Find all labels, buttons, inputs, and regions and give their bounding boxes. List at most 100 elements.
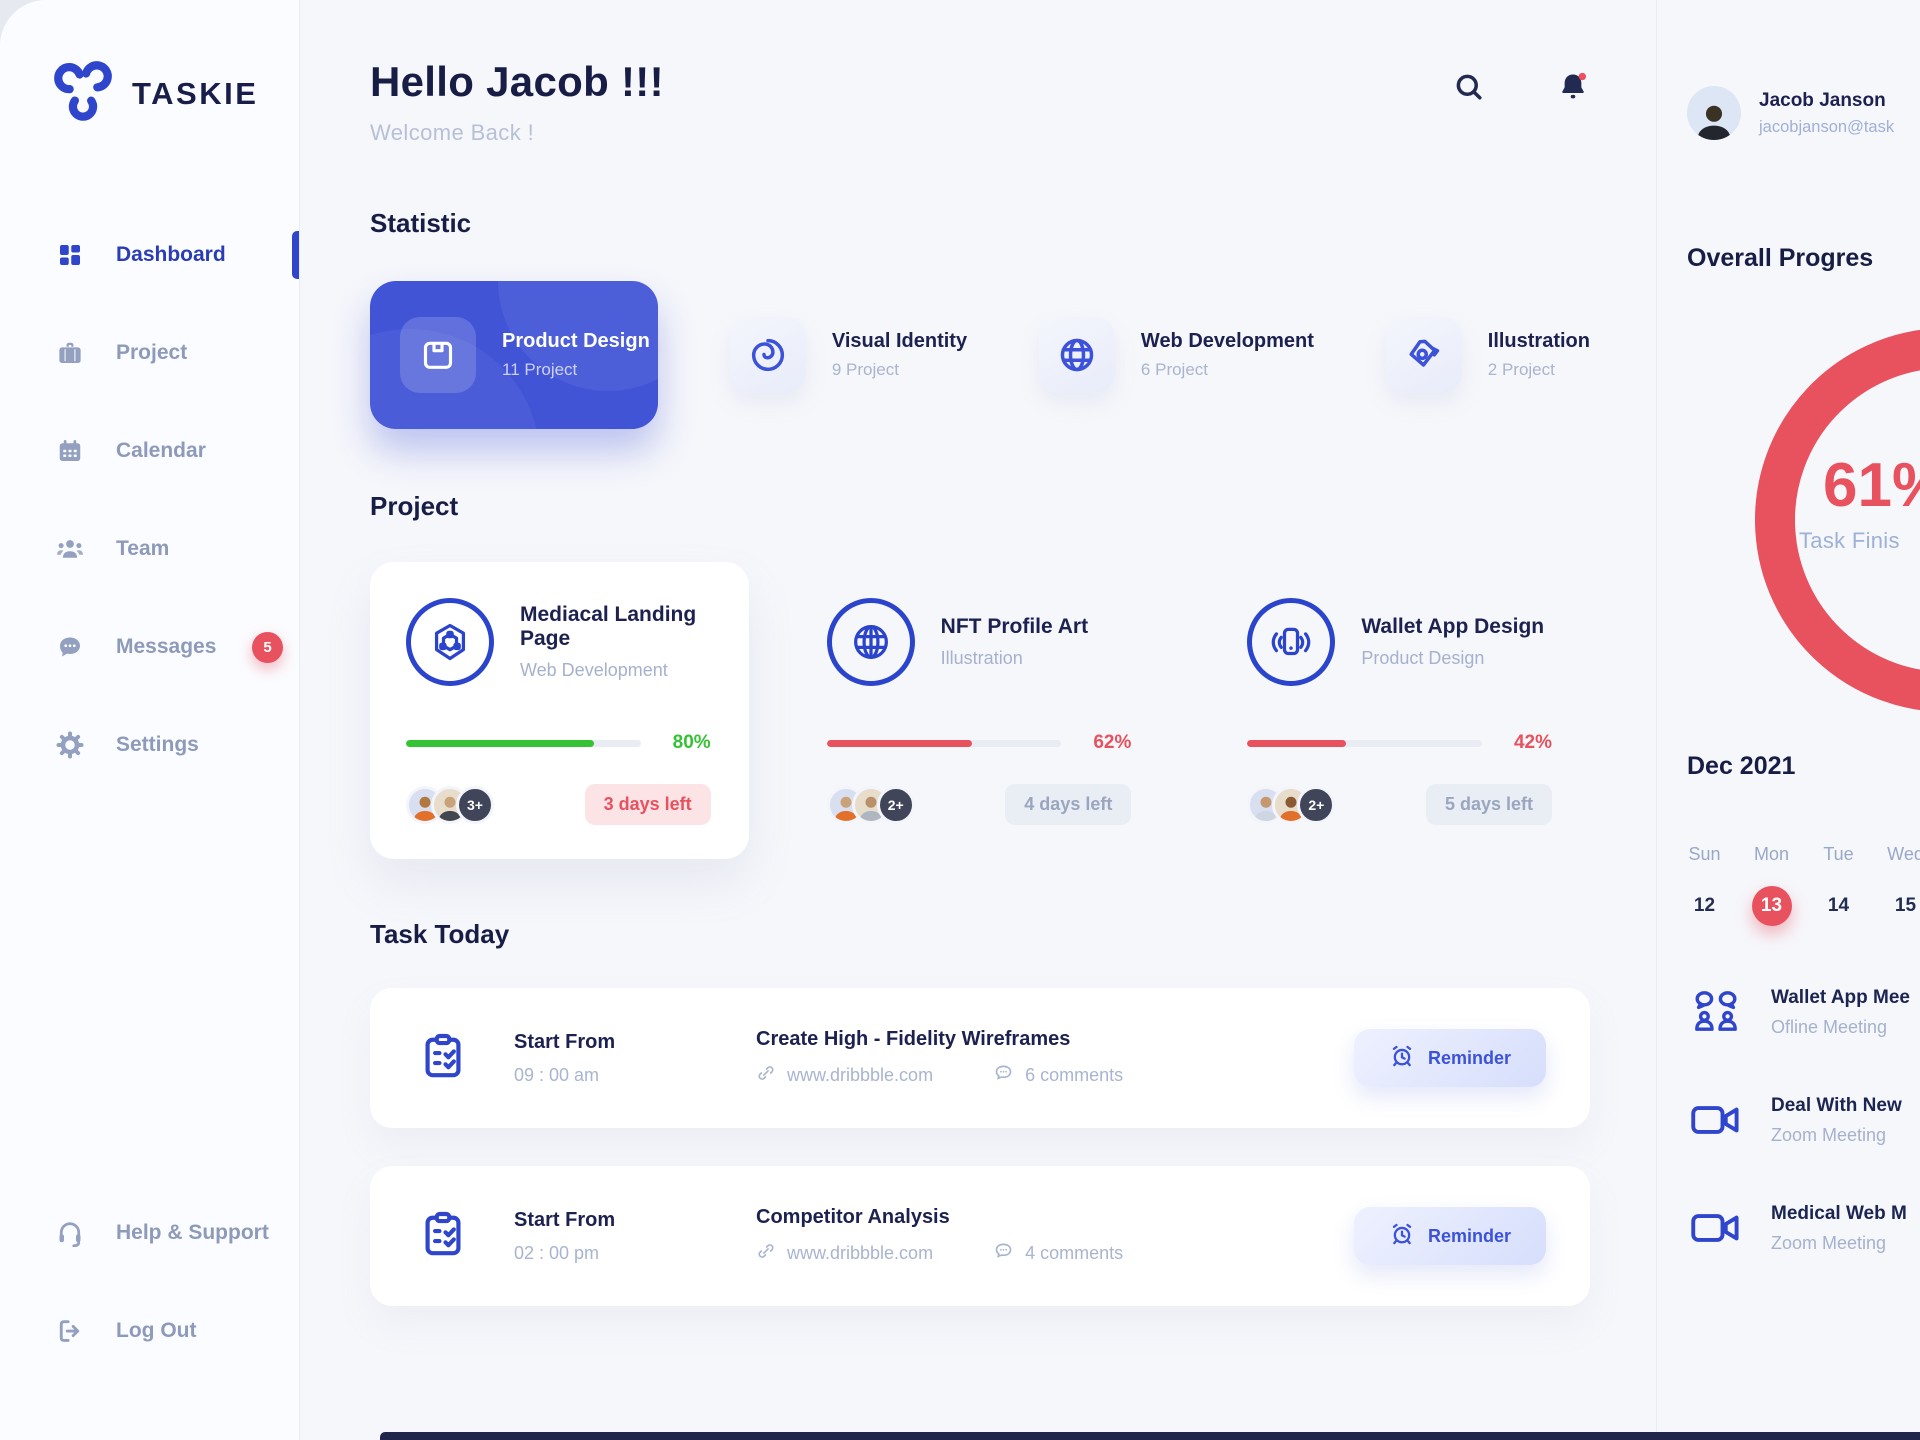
video-camera-icon <box>1687 1094 1745 1146</box>
project-card-medical-landing[interactable]: Mediacal Landing Page Web Development 80… <box>370 562 749 859</box>
calendar-day-name: Wed <box>1887 844 1920 864</box>
overall-progress-ring <box>1755 328 1920 712</box>
calendar-date-active[interactable]: 13 <box>1738 884 1805 928</box>
sidebar-item-settings[interactable]: Settings <box>0 723 299 767</box>
task-row[interactable]: Start From 02 : 00 pm Competitor Analysi… <box>370 1166 1590 1306</box>
stat-card-count: 9 Project <box>831 360 899 379</box>
sidebar-item-label: Help & Support <box>116 1221 269 1244</box>
stat-card-label: Visual Identity <box>831 330 968 352</box>
meeting-name: Deal With New <box>1771 1094 1902 1116</box>
stat-card-label: Web Development <box>1140 330 1314 352</box>
reminder-button[interactable]: Reminder <box>1354 1029 1546 1087</box>
sidebar-item-label: Team <box>116 537 170 560</box>
project-card-nft-profile[interactable]: NFT Profile Art Illustration 62% 2+ <box>791 562 1170 859</box>
meeting-name: Medical Web M <box>1771 1202 1907 1224</box>
sidebar-item-messages[interactable]: Messages 5 <box>0 625 299 669</box>
sidebar-item-label: Settings <box>116 733 199 756</box>
calendar-day-name: Sun <box>1688 844 1721 864</box>
clipboard-icon <box>418 1031 468 1086</box>
meetings-list: Wallet App Mee Ofline Meeting Deal With … <box>1687 986 1910 1310</box>
stat-card-visual-identity[interactable]: Visual Identity 9 Project <box>729 317 968 393</box>
task-today-section: Task Today Start From 09 : 00 am Create … <box>370 919 1590 1306</box>
progress-fill <box>406 739 594 747</box>
avatar-more-count: 2+ <box>1297 785 1336 824</box>
task-comments[interactable]: 6 comments <box>1025 1064 1124 1085</box>
taskie-logo-icon <box>50 58 116 129</box>
calendar-month: Dec 2021 <box>1687 752 1796 780</box>
briefcase-icon <box>54 337 86 369</box>
calendar-date[interactable]: 15 <box>1894 895 1917 916</box>
calendar-date[interactable]: 14 <box>1827 895 1850 916</box>
progress-percent: 42% <box>1513 732 1553 753</box>
task-row[interactable]: Start From 09 : 00 am Create High - Fide… <box>370 988 1590 1128</box>
task-link[interactable]: www.dribbble.com <box>787 1242 934 1263</box>
meeting-type: Zoom Meeting <box>1771 1124 1887 1145</box>
user-profile[interactable]: Jacob Janson jacobjanson@task <box>1687 86 1894 140</box>
meeting-item[interactable]: Deal With New Zoom Meeting <box>1687 1094 1910 1146</box>
task-start-label: Start From <box>514 1030 616 1053</box>
dashboard-icon <box>54 239 86 271</box>
sidebar-item-label: Dashboard <box>116 243 226 266</box>
stat-card-count: 11 Project <box>502 360 578 379</box>
sidebar-item-label: Messages <box>116 635 217 658</box>
sidebar-item-calendar[interactable]: Calendar <box>0 429 299 473</box>
avatar-more-count: 3+ <box>456 785 494 824</box>
task-name: Create High - Fidelity Wireframes <box>756 1028 1071 1050</box>
reminder-label: Reminder <box>1427 1047 1512 1068</box>
reminder-button[interactable]: Reminder <box>1354 1207 1546 1265</box>
sidebar-item-help-support[interactable]: Help & Support <box>0 1211 299 1255</box>
task-link[interactable]: www.dribbble.com <box>787 1064 934 1085</box>
project-category: Web Development <box>520 660 668 680</box>
sidebar-item-team[interactable]: Team <box>0 527 299 571</box>
sidebar-item-logout[interactable]: Log Out <box>0 1309 299 1353</box>
overall-progress-percent: 61% <box>1823 451 1920 520</box>
sidebar: TASKIE Dashboard <box>0 0 300 1440</box>
stat-card-label: Product Design <box>502 330 650 352</box>
search-icon[interactable] <box>1452 70 1486 104</box>
messages-count-badge: 5 <box>252 631 283 663</box>
statistic-section: Statistic Product Design 11 Project <box>370 208 1590 429</box>
message-bubble-icon <box>54 631 86 663</box>
progress-percent: 80% <box>672 732 711 753</box>
alarm-clock-icon <box>1389 1221 1415 1252</box>
task-comments[interactable]: 4 comments <box>1025 1242 1124 1263</box>
progress-bar: 80% <box>406 732 711 754</box>
project-section: Project <box>370 491 1590 859</box>
calendar-icon <box>54 435 86 467</box>
project-name: Wallet App Design <box>1361 615 1545 638</box>
project-name: Mediacal Landing Page <box>520 603 697 650</box>
logout-icon <box>54 1315 86 1347</box>
meeting-name: Wallet App Mee <box>1771 986 1910 1008</box>
days-left-badge: 3 days left <box>584 784 711 825</box>
people-chat-icon <box>1687 986 1745 1038</box>
stat-card-product-design[interactable]: Product Design 11 Project <box>370 281 658 429</box>
meeting-item[interactable]: Medical Web M Zoom Meeting <box>1687 1202 1910 1254</box>
meeting-item[interactable]: Wallet App Mee Ofline Meeting <box>1687 986 1910 1038</box>
box-icon <box>400 317 476 393</box>
sidebar-item-project[interactable]: Project <box>0 331 299 375</box>
stat-card-web-development[interactable]: Web Development 6 Project <box>1038 317 1314 393</box>
pen-tool-icon <box>1385 317 1462 393</box>
calendar-date[interactable]: 12 <box>1693 895 1716 916</box>
stat-card-count: 2 Project <box>1487 360 1555 379</box>
progress-bar: 62% <box>826 732 1131 754</box>
project-card-wallet-app[interactable]: Wallet App Design Product Design 42% 2+ <box>1211 562 1590 859</box>
calendar-day-names: Sun Mon Tue Wed <box>1671 844 1920 865</box>
project-name: NFT Profile Art <box>940 615 1089 638</box>
project-category: Product Design <box>1361 648 1485 668</box>
alarm-clock-icon <box>1389 1043 1415 1074</box>
video-camera-icon <box>1687 1202 1745 1254</box>
days-left-badge: 5 days left <box>1425 784 1553 825</box>
comment-icon <box>993 1062 1014 1088</box>
clipboard-icon <box>418 1209 468 1264</box>
calendar-dates: 12 13 14 15 <box>1671 884 1920 928</box>
stat-card-label: Illustration <box>1487 330 1590 352</box>
stat-card-illustration[interactable]: Illustration 2 Project <box>1385 317 1590 393</box>
sidebar-item-dashboard[interactable]: Dashboard <box>0 233 299 277</box>
calendar-day-name: Mon <box>1753 844 1789 864</box>
app-title: TASKIE <box>132 75 259 111</box>
user-avatar <box>1687 86 1741 140</box>
notification-bell-icon[interactable] <box>1556 70 1590 104</box>
progress-bar: 42% <box>1247 732 1552 754</box>
